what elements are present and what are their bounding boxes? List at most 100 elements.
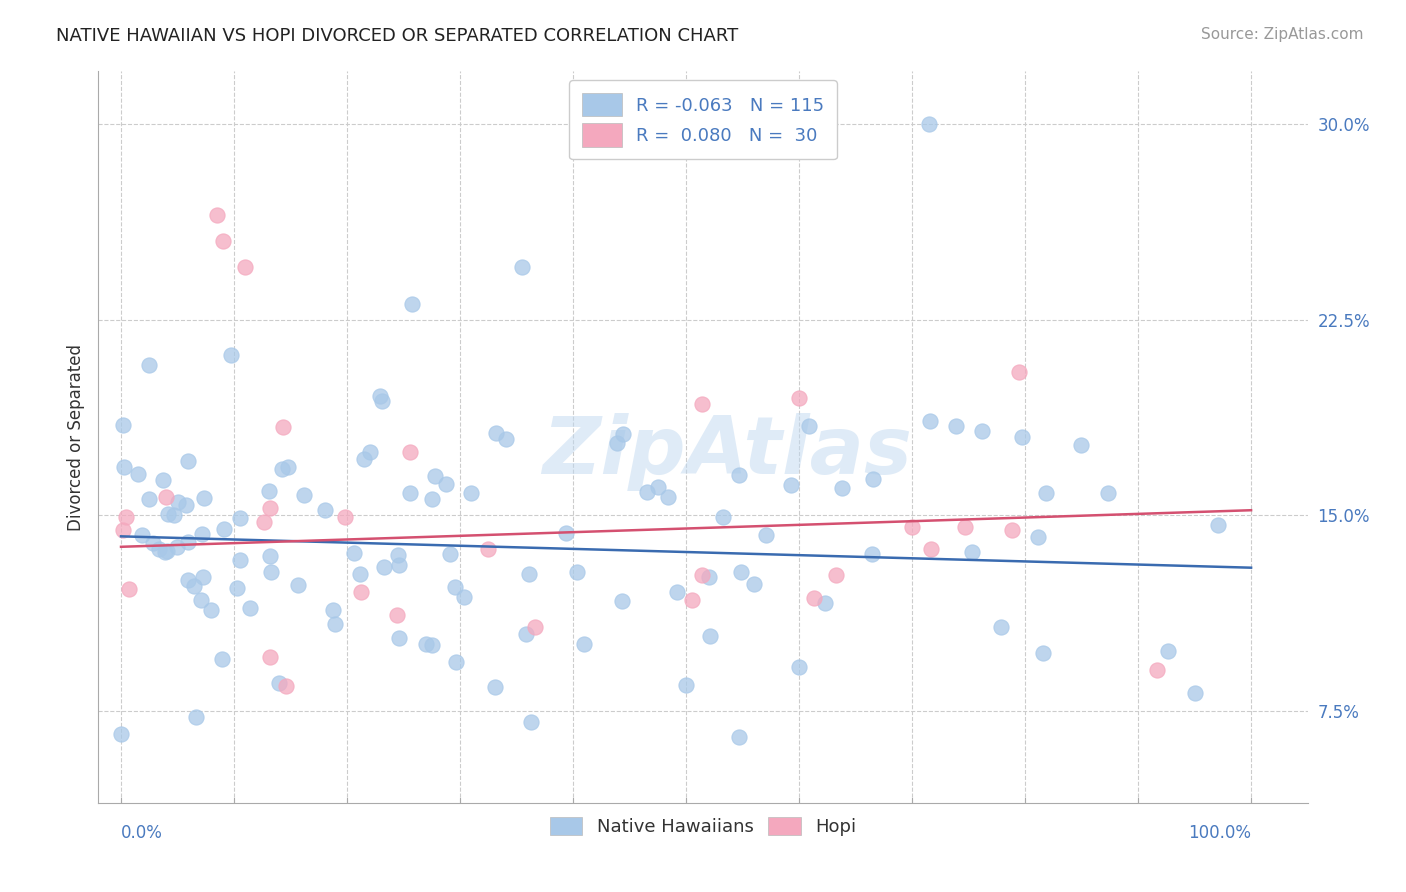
- Point: [371, 394, 394, 409]
- Point: [565, 566, 588, 580]
- Y-axis label: Divorced or Separated: Divorced or Separated: [66, 343, 84, 531]
- Point: [681, 592, 703, 607]
- Point: [273, 420, 295, 434]
- Point: [401, 297, 423, 311]
- Point: [422, 638, 444, 652]
- Point: [287, 578, 309, 592]
- Point: [193, 491, 215, 506]
- Text: Source: ZipAtlas.com: Source: ZipAtlas.com: [1201, 27, 1364, 42]
- Point: [368, 389, 391, 403]
- Point: [484, 680, 506, 694]
- Point: [803, 591, 825, 605]
- Point: [190, 592, 212, 607]
- Point: [200, 603, 222, 617]
- Point: [350, 585, 373, 599]
- Point: [1026, 530, 1049, 544]
- Point: [692, 397, 714, 411]
- Point: [259, 484, 281, 499]
- Point: [730, 566, 752, 580]
- Point: [385, 607, 408, 622]
- Point: [960, 545, 983, 559]
- Point: [555, 526, 578, 541]
- Point: [259, 549, 281, 563]
- Point: [831, 482, 853, 496]
- Point: [434, 477, 457, 491]
- Point: [186, 710, 208, 724]
- Point: [323, 616, 346, 631]
- Point: [728, 731, 751, 745]
- Point: [292, 487, 315, 501]
- Point: [742, 577, 765, 591]
- Point: [517, 566, 540, 581]
- Point: [444, 655, 467, 669]
- Point: [657, 490, 679, 504]
- Point: [211, 234, 233, 248]
- Point: [152, 473, 174, 487]
- Point: [439, 547, 461, 561]
- Legend: Native Hawaiians, Hopi: Native Hawaiians, Hopi: [541, 807, 865, 845]
- Point: [920, 542, 942, 557]
- Point: [612, 594, 634, 608]
- Point: [343, 546, 366, 560]
- Point: [183, 579, 205, 593]
- Point: [177, 535, 200, 549]
- Point: [690, 567, 713, 582]
- Point: [606, 436, 628, 450]
- Point: [277, 460, 299, 475]
- Point: [388, 558, 411, 573]
- Point: [127, 467, 149, 481]
- Point: [420, 491, 443, 506]
- Point: [787, 391, 810, 405]
- Point: [267, 676, 290, 690]
- Point: [211, 652, 233, 666]
- Point: [797, 418, 820, 433]
- Point: [515, 627, 537, 641]
- Point: [177, 573, 200, 587]
- Point: [814, 596, 837, 610]
- Point: [174, 499, 197, 513]
- Point: [259, 650, 281, 665]
- Point: [780, 478, 803, 492]
- Point: [221, 348, 243, 362]
- Point: [423, 469, 446, 483]
- Point: [460, 485, 482, 500]
- Point: [166, 541, 188, 555]
- Point: [148, 542, 170, 557]
- Point: [972, 425, 994, 439]
- Point: [1070, 438, 1092, 452]
- Point: [675, 678, 697, 692]
- Point: [485, 425, 508, 440]
- Point: [156, 543, 179, 558]
- Point: [229, 510, 252, 524]
- Point: [167, 494, 190, 508]
- Point: [271, 462, 294, 476]
- Text: ZipAtlas: ZipAtlas: [543, 413, 912, 491]
- Point: [510, 260, 533, 275]
- Point: [225, 581, 247, 595]
- Point: [239, 601, 262, 615]
- Point: [787, 660, 810, 674]
- Point: [205, 208, 228, 222]
- Point: [1184, 686, 1206, 700]
- Point: [322, 603, 344, 617]
- Point: [945, 419, 967, 434]
- Point: [233, 260, 256, 275]
- Point: [314, 503, 336, 517]
- Point: [229, 553, 252, 567]
- Point: [260, 565, 283, 579]
- Point: [1032, 646, 1054, 660]
- Point: [920, 414, 942, 428]
- Point: [138, 491, 160, 506]
- Text: NATIVE HAWAIIAN VS HOPI DIVORCED OR SEPARATED CORRELATION CHART: NATIVE HAWAIIAN VS HOPI DIVORCED OR SEPA…: [56, 27, 738, 45]
- Point: [415, 637, 437, 651]
- Text: 0.0%: 0.0%: [121, 823, 163, 842]
- Point: [399, 485, 422, 500]
- Point: [333, 510, 356, 524]
- Point: [115, 509, 138, 524]
- Point: [212, 522, 235, 536]
- Point: [387, 549, 409, 563]
- Point: [519, 715, 541, 730]
- Point: [112, 524, 135, 538]
- Point: [190, 527, 212, 541]
- Point: [1156, 644, 1178, 658]
